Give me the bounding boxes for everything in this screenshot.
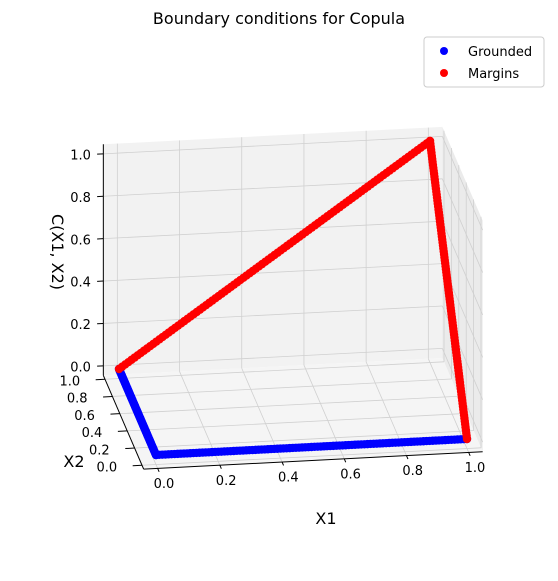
legend-marker-margins: [440, 69, 448, 77]
x-tick-mark: [406, 455, 409, 460]
right-grid-z: [441, 136, 484, 231]
chart-title: Boundary conditions for Copula: [153, 9, 405, 28]
legend-marker-grounded: [440, 47, 448, 55]
back-grid-z: [103, 220, 443, 240]
x-tick-mark: [468, 452, 471, 457]
back-grid-z: [103, 305, 443, 324]
back-grid-z: [103, 178, 443, 197]
data-points: [114, 136, 472, 460]
z-tick-label: 0.0: [70, 360, 91, 375]
x-tick-mark: [157, 468, 160, 473]
y-tick-label: 0.2: [89, 443, 110, 458]
x-tick-label: 0.6: [340, 467, 361, 482]
floor-grid-y: [141, 447, 482, 466]
back-grid-z: [103, 263, 443, 282]
y-tick-label: 0.6: [74, 409, 95, 424]
legend: Grounded Margins: [423, 36, 545, 88]
right-pane: [442, 126, 483, 452]
right-grid-z: [441, 221, 484, 316]
floor-grid-y: [119, 395, 459, 415]
data-point: [425, 136, 435, 146]
x-tick-label: 0.4: [278, 471, 299, 486]
legend-frame: [423, 36, 545, 88]
back-grid-z: [103, 136, 443, 155]
floor-grid-y: [104, 361, 445, 380]
y-axis-label: X2: [63, 452, 84, 471]
x-tick-label: 0.0: [154, 477, 175, 492]
back-grid-z: [103, 348, 443, 367]
x-tick-label: 0.2: [216, 474, 237, 489]
series-margins: [114, 136, 472, 444]
y-tick-label: 0.4: [82, 426, 103, 441]
x-tick-mark: [343, 458, 347, 463]
axis-panes: [103, 126, 483, 470]
legend-label-margins: Margins: [468, 67, 519, 82]
axis-lines: [102, 144, 483, 470]
legend-label-grounded: Grounded: [468, 45, 532, 60]
x-axis-label: X1: [315, 509, 336, 528]
z-tick-label: 1.0: [70, 148, 91, 163]
x-axis-line: [143, 451, 483, 470]
x-tick-label: 0.8: [402, 464, 423, 479]
x-tick-label: 1.0: [465, 461, 486, 476]
y-axis-line: [102, 375, 145, 470]
z-tick-label: 0.6: [70, 233, 91, 248]
floor-grid-y: [134, 430, 474, 449]
x-tick-mark: [281, 461, 285, 466]
series-grounded: [114, 364, 472, 460]
y-tick-label: 0.8: [67, 392, 88, 407]
floor-grid-y: [127, 413, 467, 432]
floor-grid-y: [112, 378, 452, 397]
y-tick-label: 1.0: [59, 375, 80, 390]
z-axis-label: C(X1, X2): [48, 214, 67, 290]
x-tick-mark: [219, 465, 222, 469]
z-tick-label: 0.4: [70, 276, 91, 291]
z-tick-label: 0.2: [70, 318, 91, 333]
tick-labels: 0.0 0.2 0.4 0.6 0.8 1.00.00.20.40.60.81.00.00…: [59, 148, 485, 492]
z-tick-label: 0.8: [70, 191, 91, 206]
right-grid-z: [441, 178, 484, 273]
y-tick-label: 0.0: [96, 461, 117, 476]
